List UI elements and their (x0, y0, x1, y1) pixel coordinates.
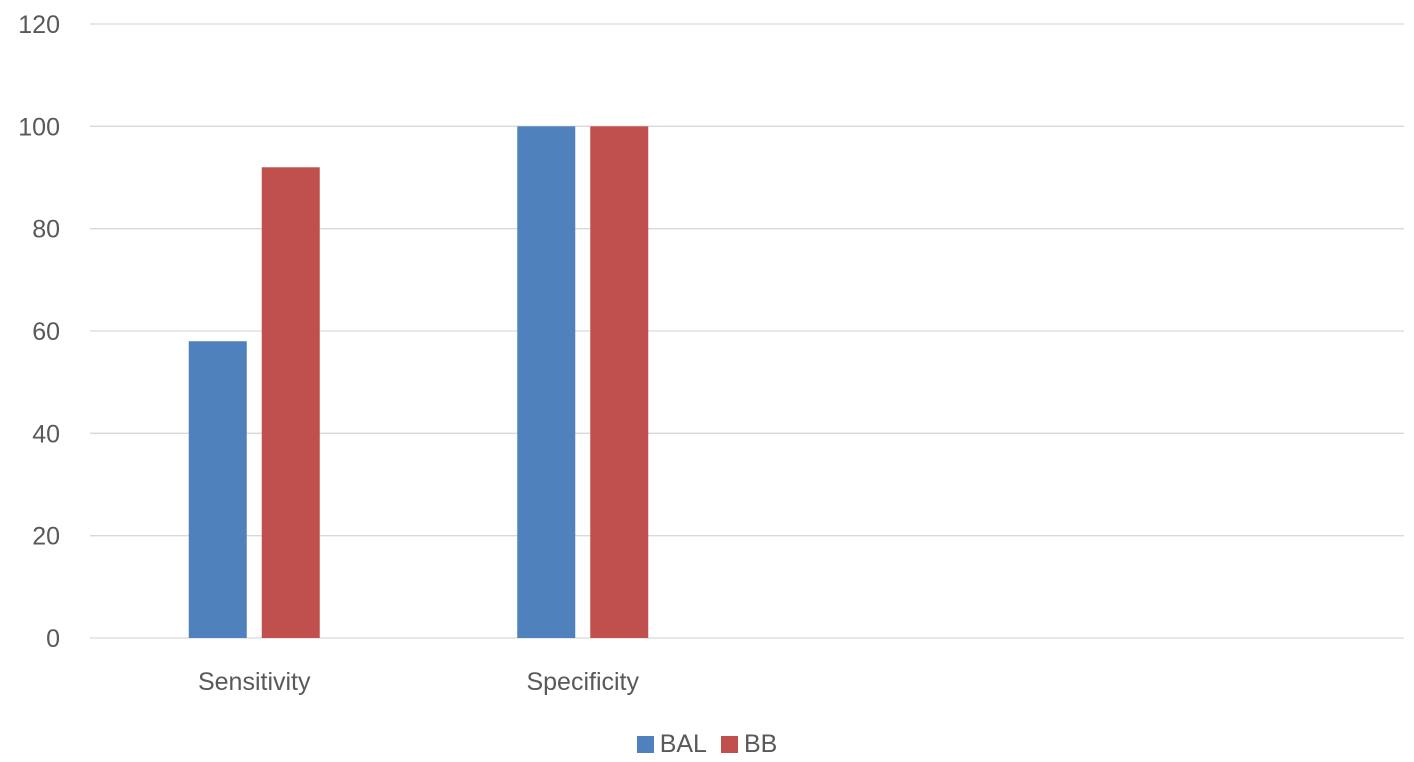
legend-item-bal: BAL (636, 729, 707, 759)
legend-swatch-bal (636, 735, 654, 753)
bar-bal-specificity (517, 126, 576, 638)
y-tick-label: 100 (18, 113, 60, 141)
y-tick-label: 0 (46, 625, 60, 653)
y-tick-label: 120 (18, 11, 60, 39)
legend-label-bb: BB (743, 729, 778, 758)
y-tick-label: 60 (32, 318, 60, 346)
y-tick-label: 80 (32, 216, 60, 244)
bar-bb-sensitivity (261, 167, 320, 638)
x-axis-ticks: Sensitivity Specificity (198, 668, 640, 696)
x-tick-label: Sensitivity (198, 668, 311, 696)
legend-label-bal: BAL (659, 729, 707, 758)
bars (188, 126, 649, 638)
bar-bb-specificity (590, 126, 649, 638)
bar-chart: 0 20 40 60 80 100 120 Sensitivity Specificity (18, 11, 1404, 696)
y-tick-label: 40 (32, 420, 60, 448)
bar-bal-sensitivity (188, 341, 247, 638)
x-tick-label: Specificity (526, 668, 639, 696)
y-tick-label: 20 (32, 523, 60, 551)
y-axis-ticks: 0 20 40 60 80 100 120 (18, 11, 60, 653)
legend-swatch-bb (720, 735, 738, 753)
legend-item-bb: BB (720, 729, 778, 759)
legend: BAL BB (0, 726, 1414, 762)
